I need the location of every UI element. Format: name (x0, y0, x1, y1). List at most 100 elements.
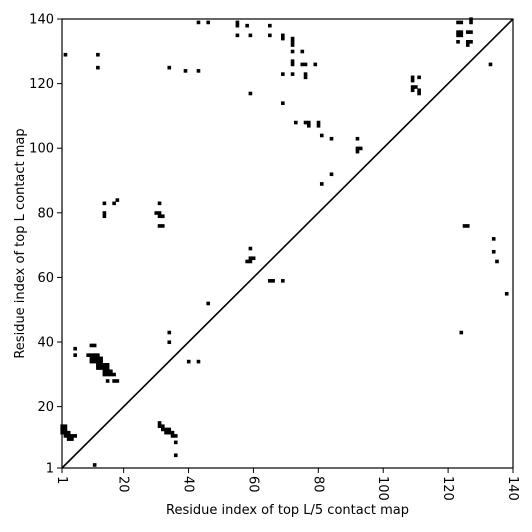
contact-point (281, 101, 285, 105)
contact-point (248, 246, 253, 251)
contact-point (300, 49, 305, 54)
contact-point (465, 40, 470, 44)
contact-point (491, 237, 496, 241)
contact-point (290, 72, 295, 76)
contact-point (319, 133, 324, 138)
contact-point (281, 72, 285, 76)
contact-point (99, 366, 103, 370)
contact-point (92, 343, 97, 348)
contact-point (173, 453, 178, 458)
contact-point (196, 69, 201, 73)
contact-point (63, 52, 68, 57)
contact-point (306, 123, 311, 128)
x-axis-label: Residue index of top L/5 contact map (166, 503, 409, 518)
contact-point (66, 434, 71, 438)
contact-point (183, 69, 188, 73)
contact-point (170, 434, 175, 438)
contact-point (164, 430, 168, 435)
contact-point (303, 62, 308, 67)
contact-point (96, 363, 100, 367)
contact-point (294, 120, 298, 125)
contact-point (469, 20, 473, 25)
contact-point (96, 52, 100, 57)
contact-point (167, 340, 172, 345)
contact-point (290, 59, 295, 63)
contact-point (303, 72, 308, 76)
contact-point (157, 214, 162, 219)
contact-point (290, 43, 295, 47)
y-tick-label: 140 (29, 13, 54, 28)
contact-point (102, 372, 107, 377)
contact-point (157, 211, 162, 215)
contact-point (70, 434, 74, 438)
contact-point (109, 369, 113, 374)
contact-point (456, 20, 460, 25)
contact-point (290, 36, 295, 41)
contact-point (410, 85, 415, 89)
contact-point (417, 88, 421, 93)
contact-point (281, 36, 285, 41)
contact-point (281, 33, 285, 38)
contact-point (105, 366, 110, 370)
contact-point (160, 427, 165, 432)
x-tick-label: 120 (440, 476, 455, 501)
contact-point (186, 359, 191, 364)
contact-point (290, 62, 295, 67)
contact-point (469, 30, 473, 34)
y-tick-label: 20 (37, 400, 54, 415)
contact-point (469, 40, 473, 44)
contact-point (459, 33, 464, 38)
contact-point (355, 149, 360, 154)
contact-point (173, 440, 178, 445)
contact-point (96, 65, 100, 70)
contact-point (89, 356, 94, 361)
contact-point (414, 85, 418, 89)
contact-point (70, 437, 74, 441)
contact-point (112, 201, 116, 206)
contact-point (459, 330, 464, 335)
contact-point (167, 330, 172, 335)
contact-point (92, 353, 97, 357)
contact-point (105, 372, 110, 377)
y-tick-label: 40 (37, 336, 54, 351)
contact-point (456, 33, 460, 38)
contact-point (86, 353, 90, 357)
x-tick-label: 140 (505, 476, 520, 501)
contact-point (99, 359, 103, 364)
y-tick-label: 100 (29, 142, 54, 157)
x-tick-label: 60 (245, 476, 260, 493)
contact-point (206, 301, 211, 306)
contact-point (355, 136, 360, 141)
contact-point (173, 434, 178, 438)
contact-point (303, 75, 308, 80)
contact-point (196, 20, 201, 25)
contact-point (160, 224, 165, 228)
contact-point (196, 359, 201, 364)
contact-point (66, 430, 71, 435)
contact-point (358, 146, 363, 151)
contact-point (167, 430, 172, 435)
contact-point (160, 214, 165, 219)
contact-point (495, 259, 499, 264)
contact-point (105, 379, 110, 383)
contact-point (456, 40, 460, 44)
contact-point (410, 88, 415, 93)
contact-point (115, 379, 120, 383)
contact-point (268, 279, 272, 283)
y-tick-label: 1 (46, 462, 54, 477)
contact-point (410, 78, 415, 83)
contact-point (92, 359, 97, 364)
contact-point (66, 437, 71, 441)
contact-point (248, 91, 253, 96)
contact-point (329, 172, 334, 177)
contact-point (89, 343, 94, 348)
contact-point (73, 353, 77, 357)
contact-point (99, 356, 103, 361)
contact-point (459, 30, 464, 34)
contact-point (96, 353, 100, 357)
contact-point (63, 430, 68, 435)
contact-point (313, 62, 318, 67)
contact-point (459, 20, 464, 25)
contact-point (157, 201, 162, 206)
